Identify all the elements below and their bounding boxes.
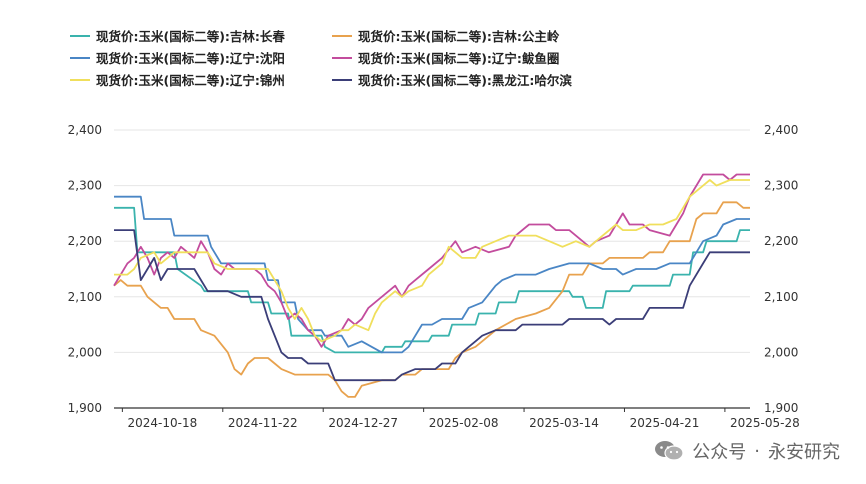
x-tick-label: 2025-03-14 (529, 416, 599, 430)
x-axis: 2024-10-18 2024-11-22 2024-12-27 2025-02-08… (121, 408, 800, 430)
legend-label: 现货价:玉米(国标二等):黑龙江:哈尔滨 (358, 73, 572, 88)
x-tick-label: 2025-04-21 (630, 416, 700, 430)
x-tick-label: 2024-10-18 (127, 416, 197, 430)
x-tick-label: 2025-05-28 (730, 416, 800, 430)
x-tick-label: 2024-11-22 (228, 416, 298, 430)
legend-label: 现货价:玉米(国标二等):吉林:公主岭 (358, 29, 560, 44)
y-axis-left: 1,900 2,000 2,100 2,200 2,300 2,400 (68, 123, 102, 415)
grid-lines (114, 129, 750, 353)
series-line-4 (113, 173, 750, 348)
y-tick-label-right: 2,300 (764, 179, 798, 193)
series-lines (113, 173, 750, 398)
legend-label: 现货价:玉米(国标二等):辽宁:鲅鱼圈 (358, 51, 560, 66)
series-line-1 (114, 206, 750, 354)
y-tick-label-left: 2,400 (68, 123, 102, 137)
watermark-text: 公众号 (692, 442, 747, 463)
legend-swatch (70, 34, 90, 37)
series-line-2 (113, 201, 750, 398)
legend-swatch (332, 78, 352, 81)
x-tick-label: 2025-02-08 (429, 416, 499, 430)
legend-item: 现货价:玉米(国标二等):辽宁:鲅鱼圈 (332, 48, 594, 67)
watermark-account: 永安研究 (768, 442, 840, 463)
y-tick-label-left: 2,300 (68, 179, 102, 193)
legend-label: 现货价:玉米(国标二等):辽宁:锦州 (96, 73, 285, 88)
wechat-icon (654, 440, 684, 462)
legend-swatch (332, 34, 352, 37)
legend-item: 现货价:玉米(国标二等):吉林:长春 (70, 26, 332, 45)
legend: 现货价:玉米(国标二等):吉林:长春 现货价:玉米(国标二等):吉林:公主岭 现货价… (70, 26, 630, 89)
legend-swatch (70, 78, 90, 81)
legend-item: 现货价:玉米(国标二等):辽宁:锦州 (70, 70, 332, 89)
y-tick-label-left: 2,200 (68, 234, 102, 248)
y-tick-label-left: 1,900 (68, 401, 102, 415)
watermark: 公众号 · 永安研究 (654, 438, 840, 464)
legend-swatch (332, 56, 352, 59)
y-tick-label-right: 2,200 (764, 234, 798, 248)
legend-item: 现货价:玉米(国标二等):吉林:公主岭 (332, 26, 594, 45)
series-line-6 (114, 229, 750, 382)
legend-label: 现货价:玉米(国标二等):吉林:长春 (96, 29, 285, 44)
legend-item: 现货价:玉米(国标二等):黑龙江:哈尔滨 (332, 70, 594, 89)
y-axis-right: 1,900 2,000 2,100 2,200 2,300 2,400 (764, 123, 798, 415)
y-tick-label-right: 2,100 (764, 290, 798, 304)
legend-swatch (70, 56, 90, 59)
x-tick-label: 2024-12-27 (328, 416, 398, 430)
y-tick-label-left: 2,000 (68, 345, 102, 359)
series-line-5 (114, 179, 750, 343)
y-tick-label-left: 2,100 (68, 290, 102, 304)
legend-item: 现货价:玉米(国标二等):辽宁:沈阳 (70, 48, 332, 67)
legend-label: 现货价:玉米(国标二等):辽宁:沈阳 (96, 51, 285, 66)
watermark-separator: · (754, 440, 760, 462)
y-tick-label-right: 2,400 (764, 123, 798, 137)
y-tick-label-right: 1,900 (764, 401, 798, 415)
series-line-3 (114, 195, 750, 354)
y-tick-label-right: 2,000 (764, 345, 798, 359)
